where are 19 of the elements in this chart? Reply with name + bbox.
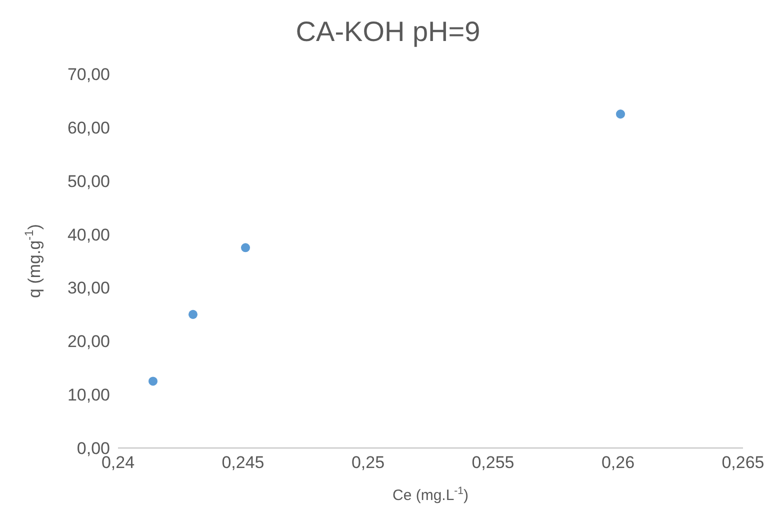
x-tick-label: 0,26 xyxy=(601,453,635,472)
x-tick-label: 0,255 xyxy=(472,453,514,472)
y-tick-label: 10,00 xyxy=(67,386,110,405)
y-tick-label: 20,00 xyxy=(67,332,110,352)
chart-title: CA-KOH pH=9 xyxy=(294,15,482,49)
point xyxy=(148,376,158,386)
x-axis-title: Ce (mg.L$^{-1}$) xyxy=(392,485,469,504)
x-tick-label: 0,245 xyxy=(222,453,264,472)
y-tick-label: 40,00 xyxy=(67,225,110,244)
x-tick-label: 0,265 xyxy=(722,453,764,472)
point xyxy=(188,310,198,319)
point xyxy=(616,110,626,119)
y-tick-label: 70,00 xyxy=(67,65,110,84)
point xyxy=(240,243,250,252)
x-tick-label: 0,25 xyxy=(351,453,385,472)
y-tick-label: 60,00 xyxy=(67,118,110,138)
y-tick-label: 30,00 xyxy=(67,278,110,298)
x-tick-label: 0,24 xyxy=(101,453,135,472)
y-tick-label: 50,00 xyxy=(67,172,110,191)
